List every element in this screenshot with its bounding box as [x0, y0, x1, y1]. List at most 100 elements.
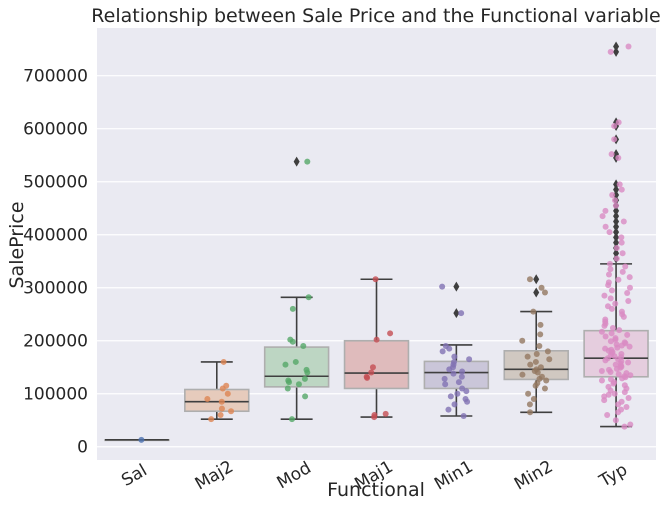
strip-point: [220, 358, 227, 365]
strip-point: [618, 308, 625, 315]
strip-point: [607, 48, 614, 55]
y-tick-label: 100000: [23, 385, 88, 405]
strip-point: [612, 202, 619, 209]
strip-point: [604, 303, 611, 310]
strip-point: [609, 325, 616, 332]
strip-point: [608, 287, 615, 294]
strip-point: [369, 364, 376, 371]
strip-point: [625, 43, 632, 50]
strip-point: [612, 335, 619, 342]
strip-point: [289, 305, 296, 312]
strip-point: [620, 218, 627, 225]
points-maj1: [363, 276, 394, 421]
y-tick-label: 700000: [23, 67, 88, 87]
strip-point: [371, 411, 378, 418]
strip-point: [459, 385, 466, 392]
strip-point: [602, 345, 609, 352]
strip-point: [519, 337, 526, 344]
strip-point: [441, 375, 448, 382]
outlier-marker: [613, 184, 620, 195]
strip-point: [606, 366, 613, 373]
outlier-marker: [533, 274, 540, 285]
strip-point: [459, 368, 466, 375]
strip-point: [228, 408, 235, 415]
strip-point: [607, 266, 614, 273]
strip-point: [447, 393, 454, 400]
strip-point: [605, 279, 612, 286]
strip-point: [304, 158, 311, 165]
strip-point: [612, 361, 619, 368]
box-iqr: [343, 339, 410, 390]
strip-point: [537, 321, 544, 328]
x-axis-label: Functional: [327, 479, 425, 501]
strip-point: [300, 343, 307, 350]
strip-point: [445, 406, 452, 413]
strip-point: [612, 197, 619, 204]
y-tick-label: 400000: [23, 226, 88, 246]
x-tick-label: Typ: [595, 460, 631, 492]
strip-point: [618, 234, 625, 241]
outlier-marker: [293, 156, 300, 167]
box-sal: [104, 439, 170, 442]
strip-point: [601, 292, 608, 299]
strip-point: [605, 271, 612, 278]
strip-point: [625, 359, 632, 366]
strip-point: [625, 297, 632, 304]
strip-point: [439, 348, 446, 355]
strip-point: [602, 316, 609, 323]
strip-point: [609, 191, 616, 198]
strip-point: [621, 339, 628, 346]
strip-point: [604, 411, 611, 418]
strip-point: [616, 327, 623, 334]
strip-point: [530, 396, 537, 403]
y-tick-label: 300000: [23, 279, 88, 299]
strip-point: [607, 295, 614, 302]
strip-point: [302, 393, 309, 400]
strip-point: [616, 181, 623, 188]
strip-point: [538, 284, 545, 291]
strip-point: [454, 390, 461, 397]
strip-point: [284, 385, 291, 392]
box-maj1: [343, 278, 410, 418]
strip-point: [208, 416, 215, 423]
outlier-marker: [613, 41, 620, 52]
strip-point: [541, 289, 548, 296]
strip-point: [439, 283, 446, 290]
strip-point: [525, 390, 532, 397]
strip-point: [613, 244, 620, 251]
strip-point: [602, 207, 609, 214]
strip-point: [285, 377, 292, 384]
strip-point: [223, 382, 230, 389]
strip-point: [526, 401, 533, 408]
box-maj2: [184, 361, 250, 420]
strip-point: [608, 151, 615, 158]
outlier-marker: [613, 232, 620, 243]
box-iqr: [423, 360, 490, 390]
strip-point: [466, 356, 473, 363]
strip-point: [598, 328, 605, 335]
outlier-marker: [613, 211, 620, 222]
strip-point: [606, 260, 613, 267]
strip-point: [460, 413, 467, 420]
points-typ: [598, 43, 634, 430]
strip-point: [615, 154, 622, 161]
strip-point: [442, 343, 449, 350]
strip-point: [626, 343, 633, 350]
strip-point: [458, 373, 465, 380]
outlier-marker: [613, 227, 620, 238]
x-tick-label: Mod: [274, 458, 315, 493]
x-tick-label: Min2: [511, 457, 556, 495]
x-tick-label: Sal: [118, 461, 150, 491]
strip-point: [301, 375, 308, 382]
strip-point: [619, 268, 626, 275]
strip-point: [292, 358, 299, 365]
strip-point: [526, 276, 533, 283]
strip-point: [618, 406, 625, 413]
points-min2: [519, 276, 553, 416]
outlier-marker: [613, 46, 620, 57]
strip-point: [627, 421, 634, 428]
strip-point: [524, 353, 531, 360]
strip-point: [532, 358, 539, 365]
strip-point: [623, 403, 630, 410]
strip-point: [602, 333, 609, 340]
